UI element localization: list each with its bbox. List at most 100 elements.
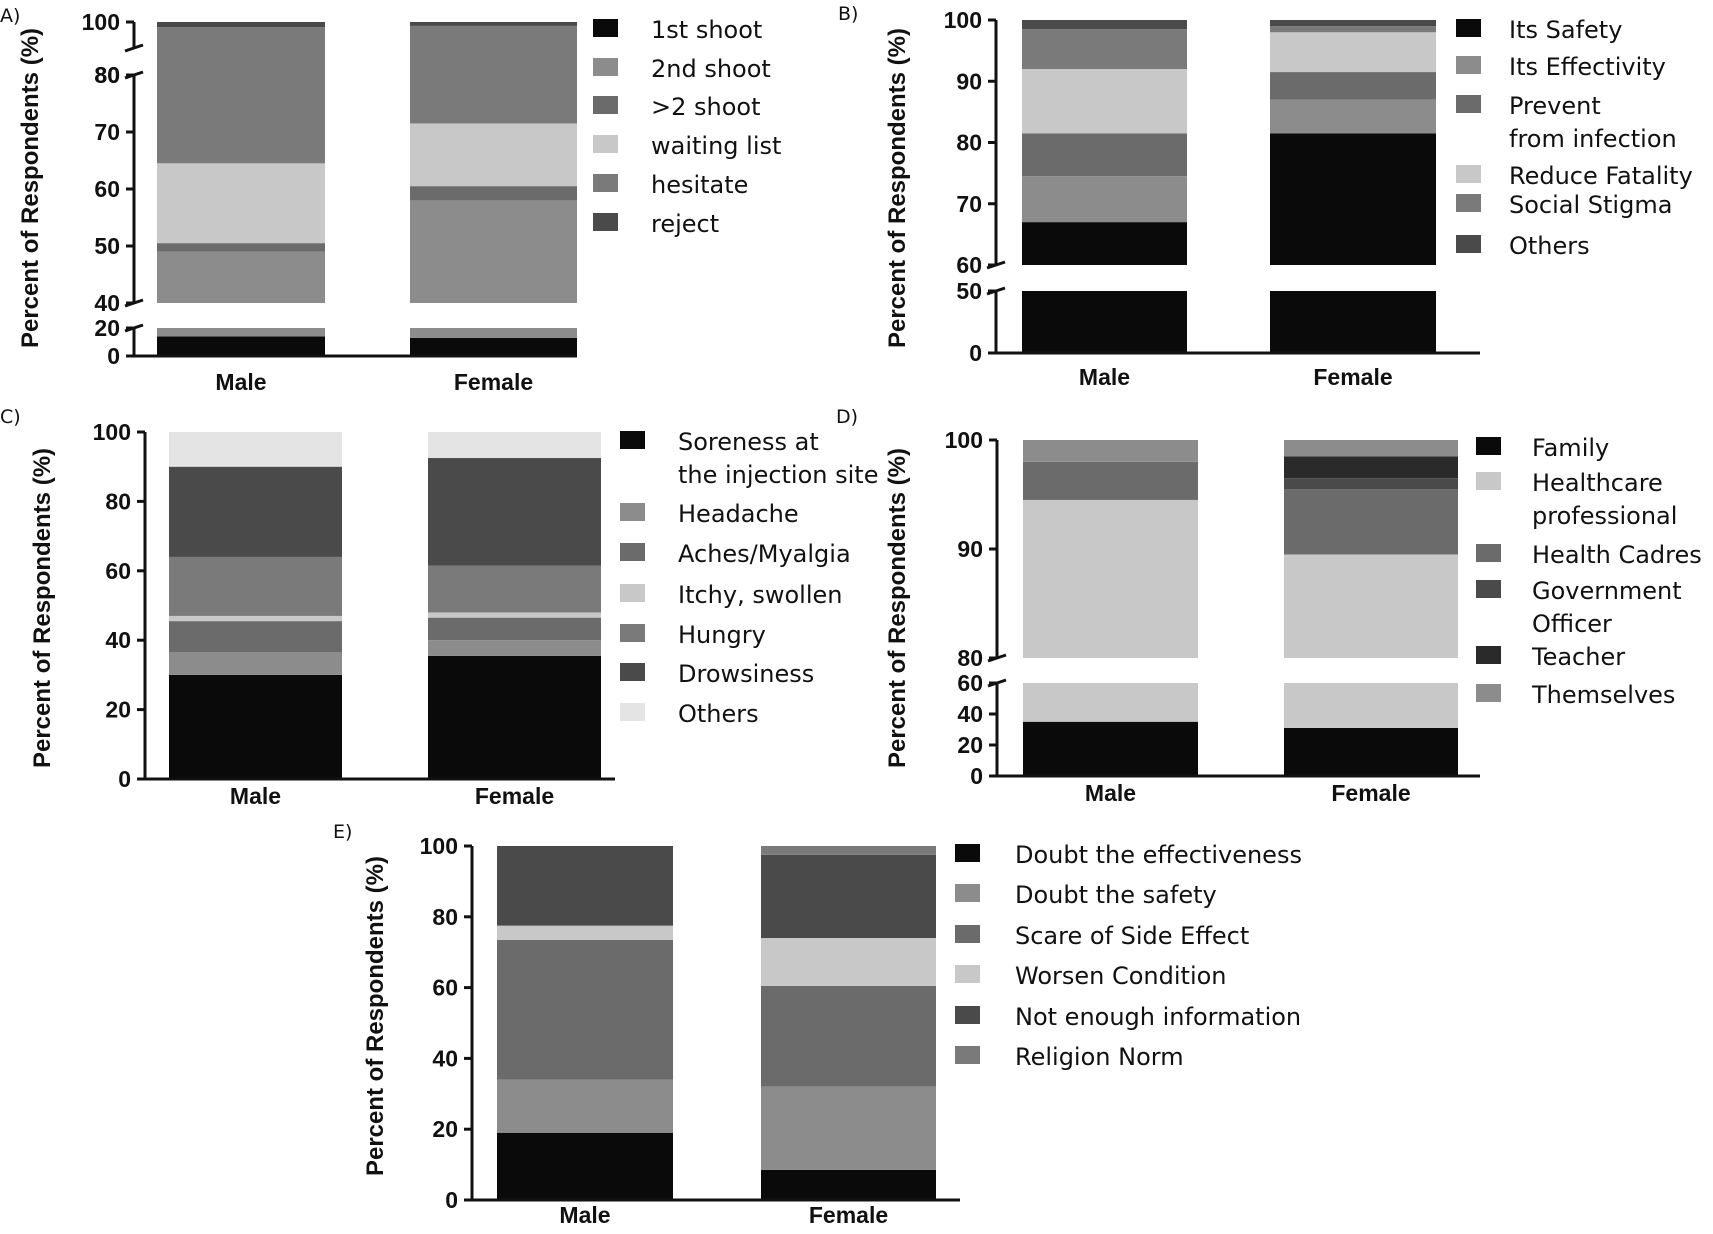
x-tick-label: Male bbox=[1085, 780, 1136, 806]
y-tick-label: 20 bbox=[94, 315, 120, 341]
legend-swatch bbox=[593, 213, 618, 231]
legend-swatch bbox=[593, 135, 618, 153]
bar-segment-male-4 bbox=[169, 615, 342, 622]
legend-swatch bbox=[620, 663, 645, 681]
y-tick-label: 40 bbox=[957, 701, 983, 727]
y-tick-label: 60 bbox=[957, 670, 983, 696]
legend-swatch bbox=[955, 1006, 980, 1024]
legend-label: Soreness at the injection site bbox=[678, 428, 878, 489]
legend-label: Family bbox=[1532, 434, 1609, 462]
y-tick-label: 40 bbox=[94, 290, 120, 316]
y-tick-label: 80 bbox=[432, 904, 458, 930]
panel-label: B) bbox=[838, 3, 858, 25]
bar-segment-female-6 bbox=[410, 22, 577, 26]
y-tick-label: 0 bbox=[445, 1187, 458, 1213]
bar-segment-female-2 bbox=[410, 328, 577, 338]
legend-label: 2nd shoot bbox=[651, 55, 771, 83]
legend-swatch bbox=[1476, 437, 1501, 455]
y-tick-label: 80 bbox=[94, 62, 120, 88]
legend-label: Religion Norm bbox=[1015, 1043, 1184, 1071]
bar-segment-female-5 bbox=[410, 75, 577, 124]
bar-segment-female-1 bbox=[1284, 727, 1458, 776]
bar-segment-female-3 bbox=[428, 617, 601, 641]
bar-segment-female-6 bbox=[1284, 440, 1458, 457]
bar-segment-female-2 bbox=[410, 200, 577, 303]
legend-label: Themselves bbox=[1531, 681, 1675, 709]
y-tick-label: 80 bbox=[94, 62, 120, 88]
legend-swatch bbox=[593, 58, 618, 76]
x-tick-label: Female bbox=[809, 1202, 888, 1228]
bar-segment-female-4 bbox=[1270, 32, 1436, 73]
x-tick-label: Female bbox=[1313, 364, 1392, 390]
panel-label: D) bbox=[836, 406, 858, 428]
bar-segment-male-3 bbox=[1023, 461, 1198, 500]
bar-segment-male-3 bbox=[157, 243, 325, 252]
bar-segment-male-1 bbox=[1022, 291, 1187, 353]
legend-label: Scare of Side Effect bbox=[1015, 922, 1249, 950]
y-tick-label: 100 bbox=[93, 419, 131, 445]
legend-label: Teacher bbox=[1531, 643, 1625, 671]
bar-segment-female-6 bbox=[1270, 20, 1436, 27]
bar-segment-male-1 bbox=[1022, 222, 1187, 265]
legend-label: Aches/Myalgia bbox=[678, 540, 851, 568]
y-axis-title: Percent of Respondents (%) bbox=[17, 28, 44, 348]
bar-segment-male-2 bbox=[497, 1079, 673, 1133]
legend-label: >2 shoot bbox=[651, 93, 761, 121]
bar-segment-male-1 bbox=[157, 336, 325, 356]
legend-label: Itchy, swollen bbox=[678, 581, 842, 609]
y-tick-label: 40 bbox=[105, 627, 131, 653]
bar-segment-female-5 bbox=[1270, 26, 1436, 33]
legend-swatch bbox=[620, 503, 645, 521]
y-tick-label: 0 bbox=[118, 766, 131, 792]
panel-label: E) bbox=[333, 821, 352, 843]
legend-swatch bbox=[620, 584, 645, 602]
y-axis-title: Percent of Respondents (%) bbox=[362, 856, 389, 1176]
axis-break-mark bbox=[987, 678, 1007, 688]
bar-segment-female-3 bbox=[1270, 72, 1436, 100]
axis-break-mark bbox=[986, 286, 1006, 296]
bar-segment-female-4 bbox=[761, 938, 936, 986]
bar-segment-female-1 bbox=[761, 1169, 936, 1200]
legend-swatch bbox=[1456, 194, 1481, 212]
bar-segment-male-4 bbox=[497, 925, 673, 940]
x-tick-label: Male bbox=[559, 1202, 610, 1228]
y-tick-label: 60 bbox=[105, 558, 131, 584]
bar-segment-male-2 bbox=[1023, 683, 1198, 722]
bar-segment-female-6 bbox=[761, 846, 936, 855]
legend-swatch bbox=[1456, 235, 1481, 253]
y-tick-label: 100 bbox=[944, 7, 982, 33]
panel-e: E) Percent of Respondents (%) Male Female 0 2… bbox=[333, 821, 1302, 1228]
panel-label: A) bbox=[0, 5, 20, 27]
legend-label: Others bbox=[678, 700, 759, 728]
bar-segment-male-2 bbox=[157, 251, 325, 303]
legend-label: Hungry bbox=[678, 621, 766, 649]
y-tick-label: 40 bbox=[432, 1045, 458, 1071]
bar-segment-male-4 bbox=[157, 163, 325, 244]
legend-label: Not enough information bbox=[1015, 1003, 1301, 1031]
legend-swatch bbox=[1456, 19, 1481, 37]
panel-b: B) Percent of Respondents (%) Male Female 0 5… bbox=[838, 3, 1693, 390]
legend-swatch bbox=[955, 1046, 980, 1064]
bar-segment-male-2 bbox=[169, 652, 342, 675]
bar-segment-male-3 bbox=[497, 939, 673, 1080]
legend-swatch bbox=[1456, 95, 1481, 113]
bar-segment-female-1 bbox=[410, 337, 577, 356]
bar-segment-male-4 bbox=[1022, 69, 1187, 134]
legend-swatch bbox=[593, 96, 618, 114]
legend-swatch bbox=[620, 624, 645, 642]
legend-swatch bbox=[593, 19, 618, 37]
legend-swatch bbox=[955, 965, 980, 983]
y-axis-title: Percent of Respondents (%) bbox=[884, 28, 911, 348]
y-tick-label: 90 bbox=[956, 68, 982, 94]
bar-segment-male-6 bbox=[157, 22, 325, 28]
legend-label: Others bbox=[1509, 232, 1590, 260]
bar-segment-male-5 bbox=[169, 556, 342, 616]
y-tick-label: 50 bbox=[956, 278, 982, 304]
y-tick-label: 90 bbox=[957, 536, 983, 562]
bar-segment-female-5 bbox=[428, 565, 601, 613]
legend-label: Its Effectivity bbox=[1509, 53, 1666, 81]
legend-swatch bbox=[620, 543, 645, 561]
y-tick-label: 70 bbox=[94, 119, 120, 145]
y-tick-label: 0 bbox=[969, 340, 982, 366]
bar-segment-female-2 bbox=[1284, 554, 1458, 658]
